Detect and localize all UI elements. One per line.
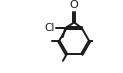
- Text: O: O: [70, 0, 79, 10]
- Text: Cl: Cl: [45, 23, 55, 33]
